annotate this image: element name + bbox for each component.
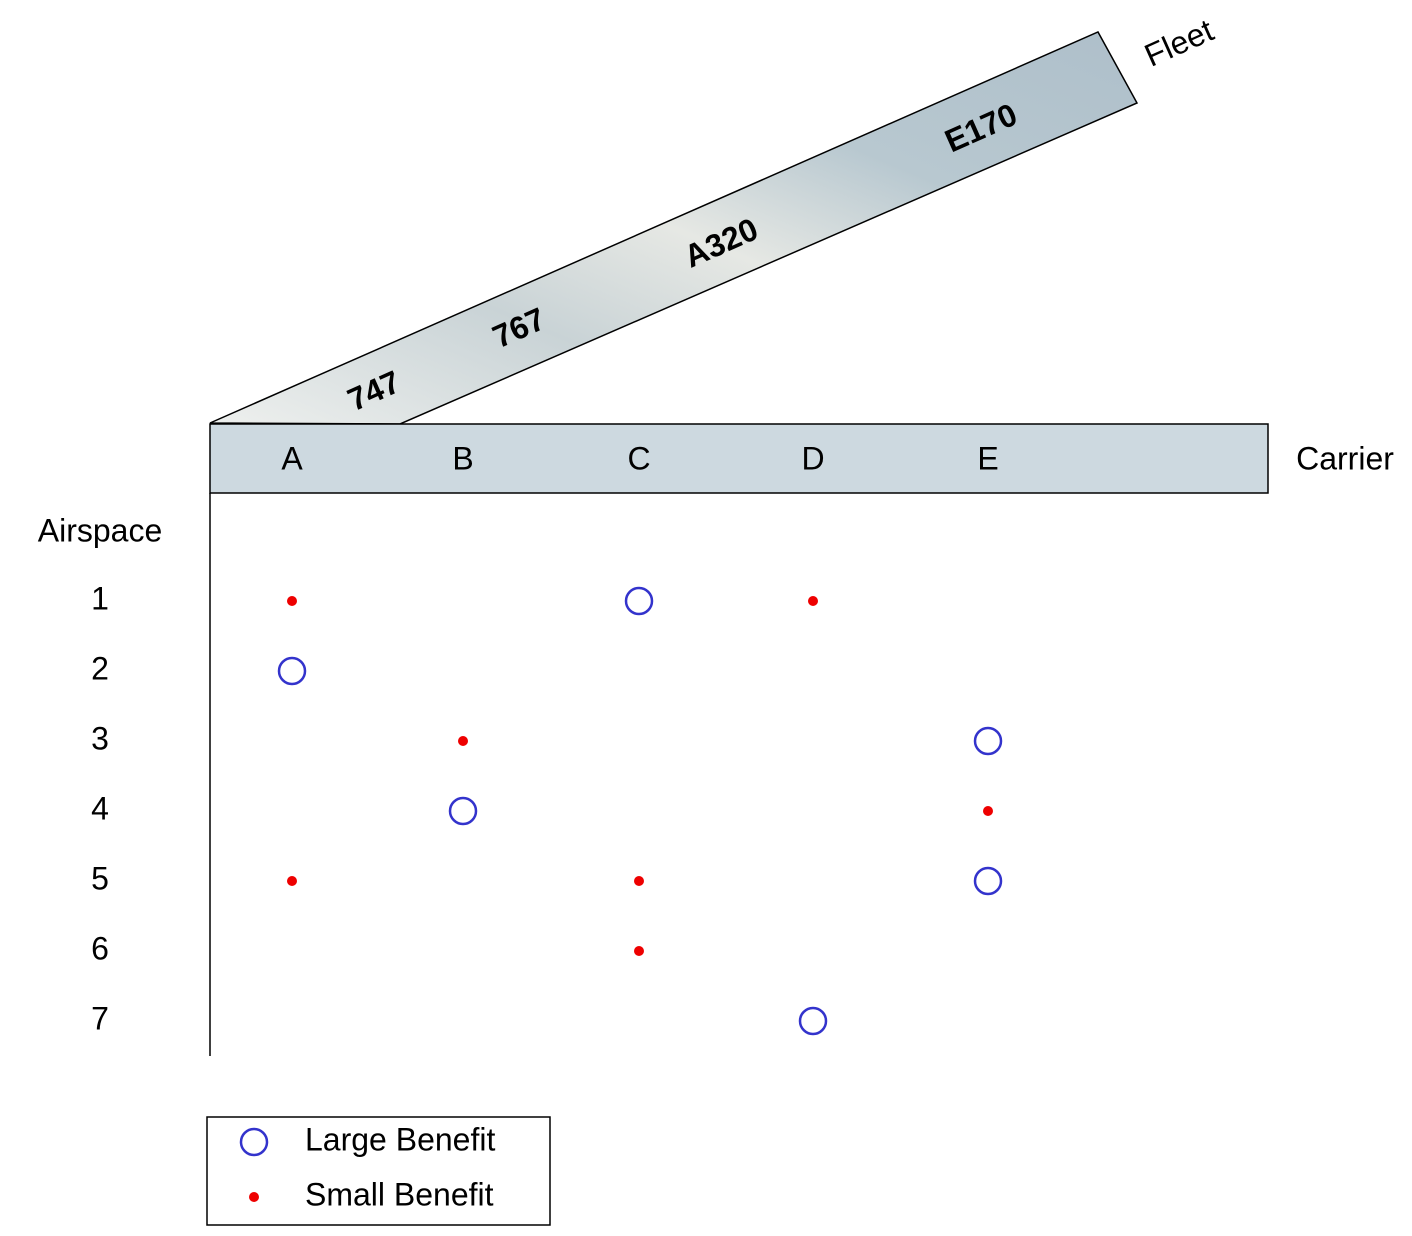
small-benefit-marker xyxy=(808,596,818,606)
large-benefit-marker xyxy=(975,728,1001,754)
small-benefit-marker xyxy=(634,876,644,886)
large-benefit-marker xyxy=(975,868,1001,894)
airspace-row: 4 xyxy=(91,790,109,826)
airspace-row: 7 xyxy=(91,1000,109,1036)
small-benefit-marker xyxy=(249,1192,259,1202)
airspace-row: 3 xyxy=(91,720,109,756)
large-benefit-marker xyxy=(800,1008,826,1034)
legend-label: Large Benefit xyxy=(305,1121,495,1157)
airspace-row: 6 xyxy=(91,930,109,966)
airspace-row: 1 xyxy=(91,580,109,616)
carrier-band xyxy=(210,424,1268,493)
carrier-name: A xyxy=(281,440,303,476)
carrier-name: B xyxy=(452,440,473,476)
small-benefit-marker xyxy=(983,806,993,816)
airspace-row: 2 xyxy=(91,650,109,686)
small-benefit-marker xyxy=(287,596,297,606)
small-benefit-marker xyxy=(287,876,297,886)
large-benefit-marker xyxy=(626,588,652,614)
carrier-name: E xyxy=(977,440,998,476)
carrier-title: Carrier xyxy=(1296,440,1394,476)
large-benefit-marker xyxy=(450,798,476,824)
fleet-title: Fleet xyxy=(1139,12,1219,74)
legend-label: Small Benefit xyxy=(305,1176,494,1212)
airspace-row: 5 xyxy=(91,860,109,896)
carrier-name: C xyxy=(627,440,650,476)
carrier-name: D xyxy=(801,440,824,476)
large-benefit-marker xyxy=(279,658,305,684)
airspace-title: Airspace xyxy=(38,512,163,548)
small-benefit-marker xyxy=(458,736,468,746)
diagram: Fleet Carrier Airspace 747767A320E170ABC… xyxy=(0,0,1412,1231)
small-benefit-marker xyxy=(634,946,644,956)
fleet-band xyxy=(210,32,1137,424)
